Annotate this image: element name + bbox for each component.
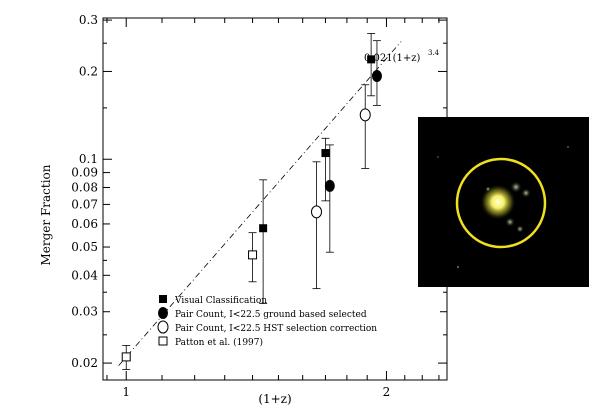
- legend-marker: [158, 336, 168, 346]
- galaxy-image-inset: [418, 117, 589, 287]
- legend-marker: [157, 320, 169, 334]
- x-axis-label: (1+z): [258, 392, 291, 406]
- y-tick-label: 0.07: [71, 197, 98, 211]
- y-tick-label: 0.1: [79, 152, 98, 166]
- data-point: [248, 250, 258, 260]
- legend-label: Pair Count, I<22.5 ground based selected: [175, 310, 367, 320]
- data-point: [121, 352, 131, 362]
- y-tick-label: 0.09: [71, 166, 98, 180]
- legend-marker: [159, 295, 167, 303]
- legend-label: Visual Classification: [174, 296, 267, 306]
- y-tick-label: 0.08: [71, 181, 98, 195]
- y-tick-label: 0.04: [71, 268, 98, 282]
- data-point: [259, 224, 268, 233]
- legend-label: Pair Count, I<22.5 HST selection correct…: [175, 324, 377, 334]
- y-tick-label: 0.03: [71, 305, 98, 319]
- galaxy-core: [480, 184, 516, 220]
- fit-label: 0.021(1+z): [364, 53, 421, 64]
- data-point: [321, 149, 330, 158]
- legend-label: Patton et al. (1997): [175, 337, 263, 348]
- legend-marker: [158, 307, 168, 319]
- selection-circle: [455, 157, 547, 249]
- y-tick-label: 0.06: [71, 217, 98, 231]
- y-tick-label: 0.02: [71, 356, 98, 370]
- data-point: [367, 55, 376, 64]
- plot-area: 1 2 0.02 0.03 0.04 0.05 0.06 0.07 0.080.090.1 0.2…: [71, 13, 448, 399]
- galaxy-icon: [437, 146, 569, 269]
- y-axis-label: Merger Fraction: [39, 164, 53, 265]
- data-point: [371, 69, 382, 82]
- x-tick-label: 2: [383, 385, 391, 399]
- data-point: [311, 205, 323, 219]
- y-tick-label: 0.2: [79, 64, 98, 78]
- fit-exponent: 3.4: [428, 49, 440, 57]
- y-tick-label: 0.3: [79, 13, 98, 27]
- data-point: [324, 179, 335, 192]
- x-tick-label: 1: [122, 385, 130, 399]
- data-point: [359, 108, 371, 122]
- y-tick-label: 0.05: [71, 240, 98, 254]
